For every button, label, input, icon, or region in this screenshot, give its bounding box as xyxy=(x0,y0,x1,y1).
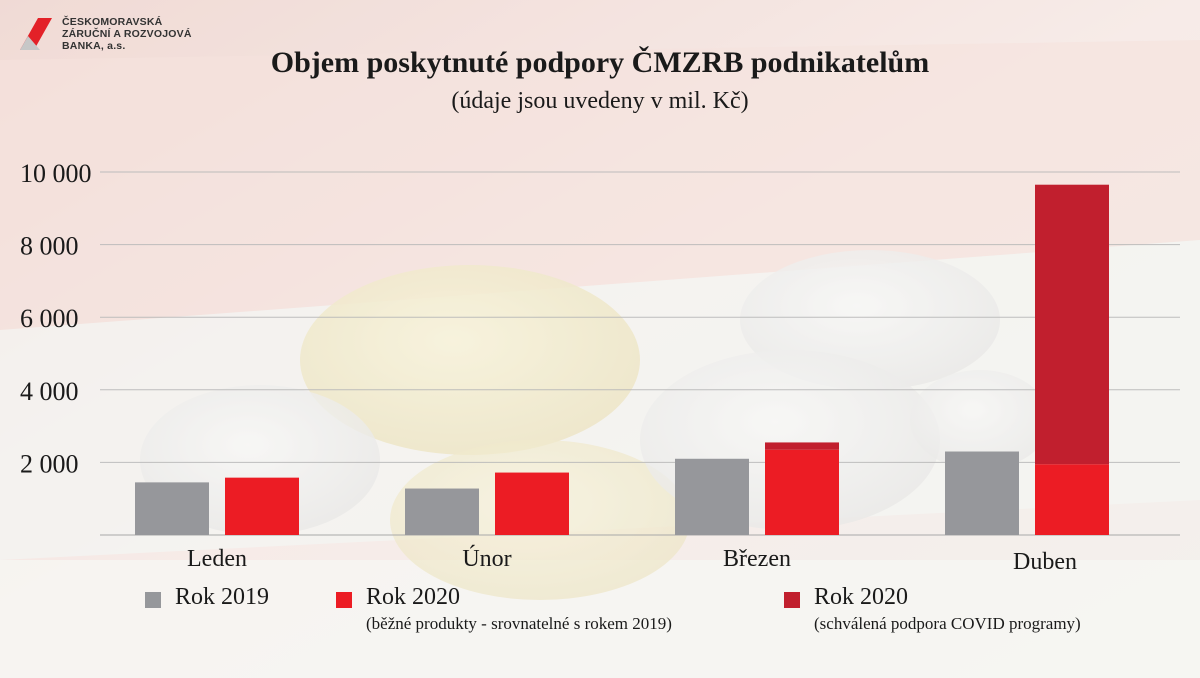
legend-swatch-red xyxy=(336,592,352,608)
x-category-label: Únor xyxy=(462,545,511,572)
bar-rok-2019 xyxy=(675,458,749,535)
chart-subtitle: (údaje jsou uvedeny v mil. Kč) xyxy=(451,88,749,114)
y-tick-label: 4 000 xyxy=(20,377,79,406)
bar-rok-2020 xyxy=(495,472,569,535)
bar-rok-2020-covid xyxy=(1035,184,1109,465)
bar-rok-2020 xyxy=(225,477,299,535)
legend-swatch-dark-red xyxy=(784,592,800,608)
legend-swatch-gray xyxy=(145,592,161,608)
logo-line: BANKA, a.s. xyxy=(62,40,126,52)
x-category-label: Leden xyxy=(187,546,247,572)
company-logo: ČESKOMORAVSKÁ ZÁRUČNÍ A ROZVOJOVÁ BANKA,… xyxy=(18,14,238,60)
x-category-label: Duben xyxy=(1013,549,1077,575)
bar-rok-2019 xyxy=(405,488,479,535)
y-tick-label: 2 000 xyxy=(20,449,79,478)
y-tick-label: 8 000 xyxy=(20,232,79,261)
legend-label: Rok 2020 xyxy=(814,584,909,610)
chart-title: Objem poskytnuté podpory ČMZRB podnikate… xyxy=(270,46,930,79)
bar-rok-2020 xyxy=(765,449,839,535)
logo-mark-icon xyxy=(20,18,52,50)
y-tick-label: 6 000 xyxy=(20,304,79,333)
legend-sublabel: (schválená podpora COVID programy) xyxy=(814,614,1081,633)
legend-label: Rok 2020 xyxy=(366,584,461,610)
y-tick-label: 10 000 xyxy=(20,159,92,188)
bar-rok-2019 xyxy=(135,482,209,535)
legend-label: Rok 2019 xyxy=(175,584,270,610)
logo-line: ČESKOMORAVSKÁ xyxy=(62,16,163,28)
logo-text: ČESKOMORAVSKÁ ZÁRUČNÍ A ROZVOJOVÁ BANKA,… xyxy=(62,16,192,52)
logo-line: ZÁRUČNÍ A ROZVOJOVÁ xyxy=(62,28,192,40)
bar-rok-2020-covid xyxy=(765,442,839,450)
bar-rok-2019 xyxy=(945,451,1019,535)
legend-sublabel: (běžné produkty - srovnatelné s rokem 20… xyxy=(366,614,672,633)
x-category-label: Březen xyxy=(723,546,791,572)
bar-rok-2020 xyxy=(1035,464,1109,535)
